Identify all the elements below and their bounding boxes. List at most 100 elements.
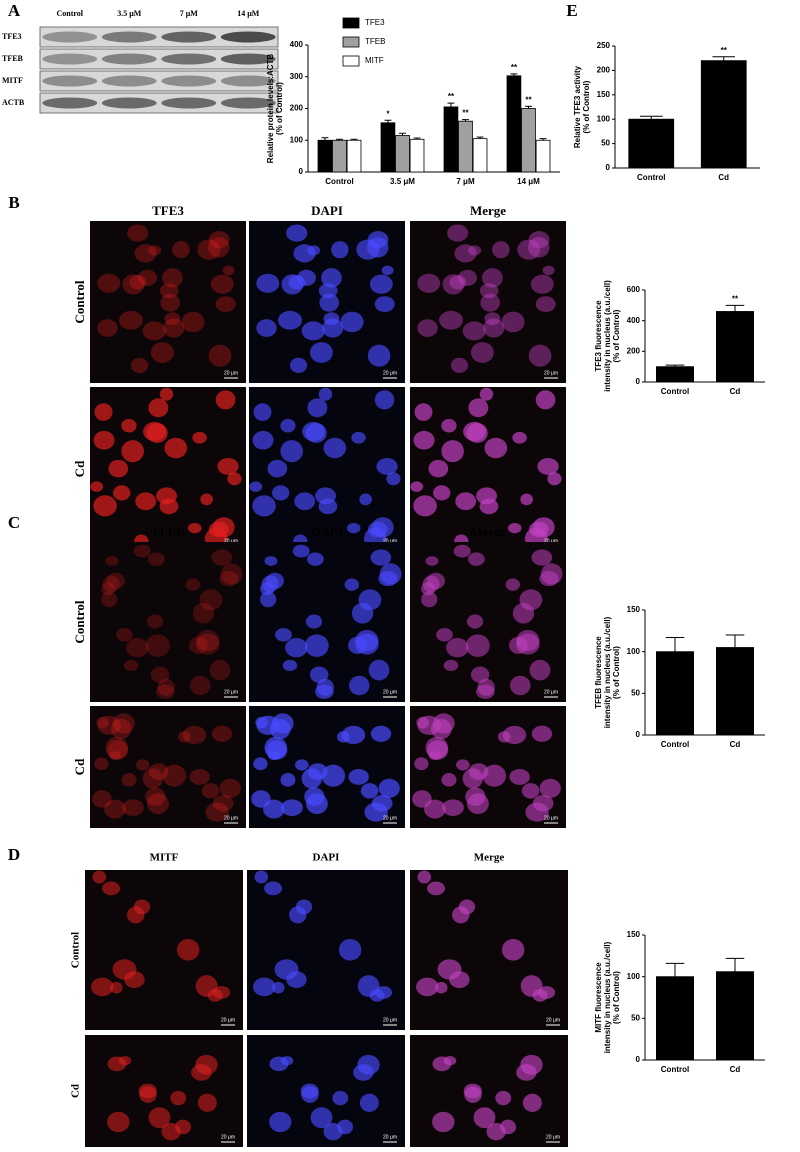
y-tick-label: 0 <box>636 1055 641 1064</box>
column-header: DAPI <box>311 524 343 539</box>
bar <box>380 122 396 173</box>
nucleus <box>482 764 507 787</box>
blot-band <box>161 53 217 65</box>
image-background <box>85 870 243 1030</box>
blot-column-label: 3.5 μM <box>117 9 142 18</box>
nucleus <box>432 1056 452 1072</box>
nucleus <box>124 971 145 989</box>
blot-band <box>220 53 276 65</box>
nucleus <box>413 495 437 517</box>
blot-band <box>220 31 276 43</box>
nucleus <box>190 675 211 696</box>
micrograph: 20 μm <box>249 221 405 383</box>
nucleus <box>254 870 269 884</box>
nucleus <box>210 274 234 294</box>
nucleus <box>280 418 296 433</box>
blot-strip <box>39 48 279 70</box>
y-tick-label: 50 <box>631 1013 640 1022</box>
nucleus <box>517 239 541 260</box>
y-tick-label: 300 <box>290 72 304 81</box>
nucleus <box>212 795 234 812</box>
nucleus <box>532 517 555 538</box>
y-tick-label: 100 <box>627 647 641 656</box>
y-tick-label: 0 <box>299 167 304 176</box>
nucleus <box>371 517 394 538</box>
nucleus <box>269 1111 292 1133</box>
scale-bar-label: 20 μm <box>224 815 238 821</box>
legend-label: MITF <box>365 56 384 65</box>
nucleus <box>359 493 372 506</box>
nucleus <box>269 1056 289 1072</box>
nucleus <box>436 627 453 642</box>
nucleus <box>209 659 231 681</box>
nucleus <box>353 1064 374 1081</box>
x-tick-label: 7 μM <box>456 177 475 186</box>
nucleus <box>505 578 520 591</box>
nucleus <box>416 716 430 729</box>
nucleus <box>484 312 501 326</box>
nucleus <box>142 768 164 789</box>
nucleus <box>321 764 346 787</box>
scale-bar-label: 20 μm <box>546 1134 560 1140</box>
nucleus <box>197 239 221 260</box>
blot-column-label: 14 μM <box>237 9 260 18</box>
y-tick-label: 200 <box>597 66 611 75</box>
significance-label: ** <box>525 95 532 104</box>
nucleus <box>479 283 499 299</box>
nucleus <box>309 666 329 683</box>
nucleus <box>421 591 438 608</box>
nucleus <box>253 977 276 997</box>
nucleus <box>90 481 104 492</box>
nucleus <box>146 614 164 629</box>
nucleus <box>205 802 229 822</box>
nucleus <box>368 659 390 681</box>
nucleus <box>94 403 113 421</box>
blot-band <box>101 53 157 65</box>
nucleus <box>495 1090 512 1106</box>
nucleus <box>528 344 552 367</box>
nucleus <box>107 1056 127 1072</box>
nucleus <box>294 759 309 771</box>
nucleus <box>414 403 433 421</box>
nucleus <box>304 634 329 657</box>
nucleus <box>252 430 274 450</box>
blot-column-label: 7 μM <box>180 9 199 18</box>
nucleus <box>319 293 340 312</box>
image-background <box>90 706 246 828</box>
nucleus <box>294 492 316 511</box>
x-tick-label: 3.5 μM <box>390 177 415 186</box>
nucleus <box>307 763 328 780</box>
blot-band <box>220 75 276 87</box>
nucleus <box>417 273 441 293</box>
blot-row-label: ACTB <box>2 98 25 107</box>
micrograph: 20 μm <box>410 542 566 702</box>
scale-bar-label: 20 μm <box>221 1017 235 1023</box>
panel-letter: C <box>8 513 20 532</box>
nucleus <box>121 418 137 433</box>
x-tick-label: Cd <box>730 1065 741 1074</box>
nucleus <box>93 495 117 517</box>
nucleus <box>370 725 392 742</box>
nucleus <box>307 398 328 418</box>
nucleus <box>195 975 218 997</box>
image-background <box>410 221 566 383</box>
nucleus <box>316 678 334 696</box>
nucleus <box>414 757 429 771</box>
y-axis-label: intensity in nucleus (a.u./cell) <box>603 941 612 1053</box>
nucleus <box>323 437 347 459</box>
nucleus <box>145 787 166 806</box>
nucleus <box>450 357 469 373</box>
x-tick-label: Control <box>325 177 353 186</box>
nucleus <box>108 751 121 761</box>
nucleus <box>116 627 133 642</box>
nucleus <box>374 296 395 313</box>
nucleus <box>189 636 208 654</box>
nucleus <box>215 390 236 410</box>
nucleus <box>101 591 118 608</box>
nucleus <box>260 591 277 608</box>
nucleus <box>378 778 400 798</box>
nucleus <box>185 578 200 591</box>
row-label: Control <box>72 280 87 323</box>
micrograph: 20 μm <box>410 706 566 828</box>
nucleus <box>156 684 175 699</box>
